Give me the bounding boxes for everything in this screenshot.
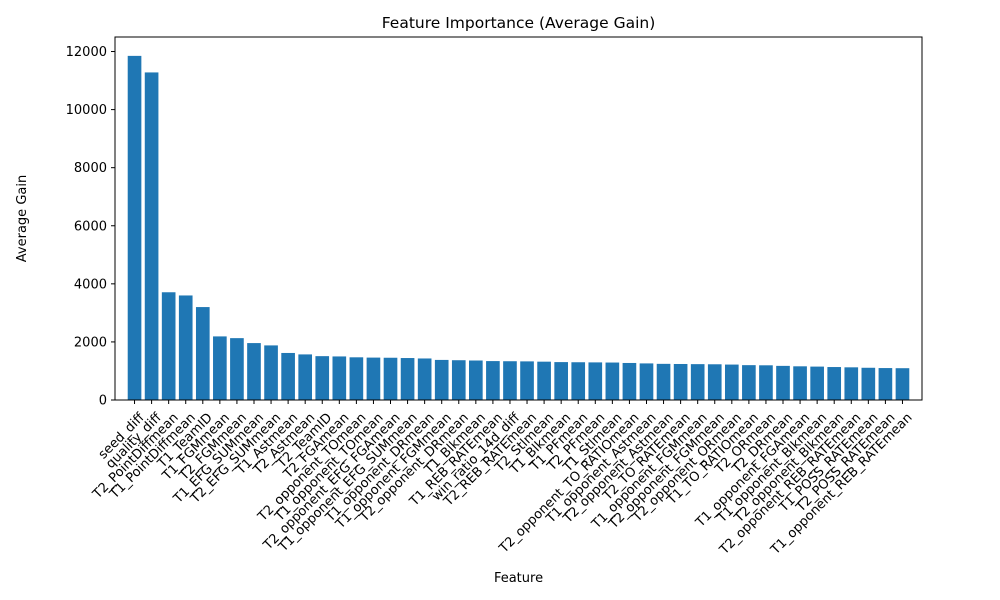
- bar: [178, 295, 193, 400]
- bar: [400, 358, 415, 400]
- bar: [127, 55, 142, 400]
- bar: [264, 345, 278, 400]
- y-axis-ticks: 0 2000 4000 6000 8000 10000 12000: [66, 45, 115, 409]
- bar: [588, 362, 603, 400]
- y-tick-label: 6000: [74, 219, 107, 234]
- bar: [810, 366, 824, 400]
- bar: [230, 338, 244, 400]
- chart-title: Feature Importance (Average Gain): [382, 14, 656, 32]
- bar: [469, 360, 483, 400]
- bar: [827, 367, 842, 400]
- y-tick-label: 2000: [74, 335, 107, 350]
- bars-layer: [127, 55, 910, 401]
- bar: [622, 362, 637, 400]
- bar: [281, 352, 295, 400]
- bar: [673, 363, 688, 400]
- bar: [213, 336, 227, 400]
- y-tick-label: 8000: [74, 161, 107, 176]
- y-axis-title: Average Gain: [15, 175, 30, 262]
- bar: [861, 367, 876, 400]
- bar: [605, 362, 620, 400]
- bar: [486, 361, 500, 400]
- bar: [571, 362, 586, 400]
- bar: [724, 364, 739, 400]
- bar: [298, 354, 313, 400]
- axes-frame: [114, 36, 923, 401]
- bar: [451, 360, 466, 400]
- y-tick-label: 10000: [66, 103, 107, 118]
- bar: [690, 364, 705, 400]
- bar: [554, 362, 568, 400]
- x-axis-title: Feature: [494, 571, 543, 586]
- bar: [895, 368, 910, 400]
- bar: [349, 357, 364, 400]
- bar: [639, 363, 654, 400]
- bar: [656, 363, 671, 400]
- bar: [247, 343, 261, 400]
- bar: [759, 365, 773, 400]
- bar: [144, 72, 159, 401]
- bar: [161, 292, 176, 400]
- bar: [315, 356, 330, 400]
- bar: [503, 361, 517, 400]
- bar: [776, 365, 790, 400]
- bar: [520, 361, 534, 400]
- y-tick-label: 4000: [74, 277, 107, 292]
- bar: [537, 361, 551, 400]
- bar: [332, 356, 347, 400]
- y-tick-label: 0: [99, 394, 107, 409]
- bar: [434, 359, 449, 400]
- bar: [383, 357, 398, 400]
- y-tick-label: 12000: [66, 45, 107, 60]
- bar: [878, 368, 893, 400]
- bar: [844, 367, 859, 400]
- bar: [195, 307, 210, 400]
- bar: [366, 357, 381, 400]
- bar: [793, 366, 807, 400]
- bar: [742, 365, 756, 400]
- bar: [417, 358, 432, 400]
- bar: [707, 364, 722, 400]
